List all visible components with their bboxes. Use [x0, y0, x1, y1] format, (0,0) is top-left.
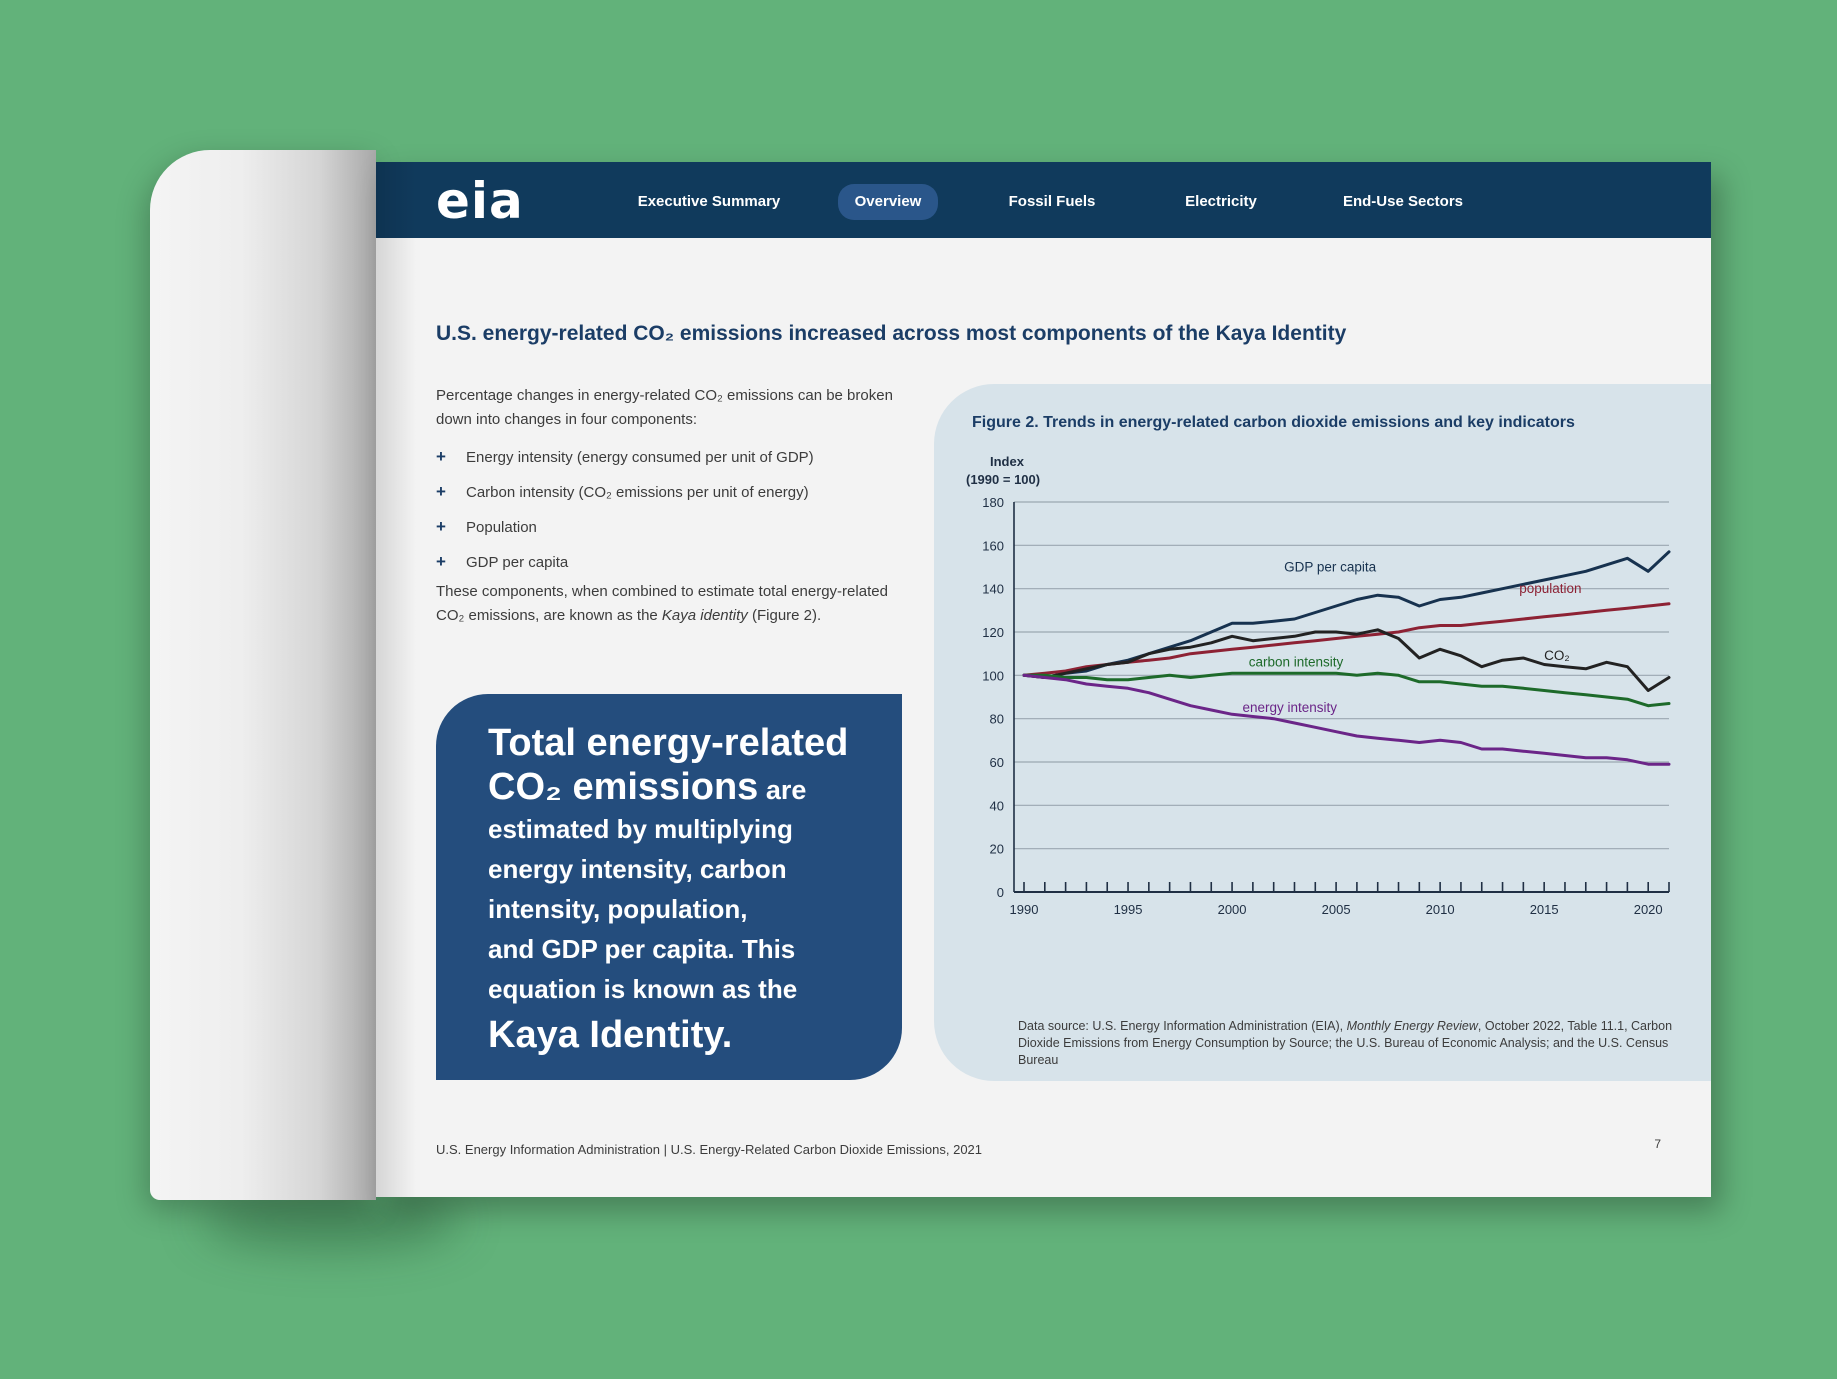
nav-tab-end-use-sectors[interactable]: End-Use Sectors	[1342, 193, 1464, 210]
list-item-text: Energy intensity (energy consumed per un…	[466, 449, 814, 466]
nav-tab-electricity[interactable]: Electricity	[1185, 193, 1257, 210]
series-label: CO₂	[1544, 648, 1570, 663]
figure-reference: (Figure 2).	[747, 607, 822, 624]
kaya-callout-box: Total energy-related CO₂ emissions are e…	[436, 694, 902, 1080]
list-item: + Energy intensity (energy consumed per u…	[436, 439, 906, 474]
callout-line: Kaya Identity.	[488, 1014, 733, 1056]
kaya-paragraph: These components, when combined to estim…	[436, 580, 906, 628]
report-page: eia Executive Summary Overview Fossil Fu…	[376, 162, 1711, 1197]
nav-tab-overview[interactable]: Overview	[838, 184, 938, 220]
series-label: population	[1519, 581, 1581, 596]
plus-icon: +	[436, 447, 446, 466]
x-tick-label: 2010	[1426, 902, 1455, 917]
source-text: Data source: U.S. Energy Information Adm…	[1018, 1019, 1347, 1033]
figure-source: Data source: U.S. Energy Information Adm…	[1018, 1018, 1688, 1069]
list-item-text: Carbon intensity (CO₂ emissions per unit…	[466, 484, 809, 501]
source-publication: Monthly Energy Review	[1346, 1019, 1478, 1033]
page-headline: U.S. energy-related CO₂ emissions increa…	[436, 322, 1347, 345]
plus-icon: +	[436, 552, 446, 571]
callout-emphasis: CO₂ emissions	[488, 766, 759, 808]
intro-paragraph: Percentage changes in energy-related CO₂…	[436, 387, 893, 428]
callout-text: are	[758, 775, 807, 805]
plus-icon: +	[436, 482, 446, 501]
page-gutter-shade	[376, 162, 416, 1197]
plus-icon: +	[436, 517, 446, 536]
y-tick-label: 160	[982, 538, 1004, 553]
x-tick-label: 1995	[1114, 902, 1143, 917]
x-tick-label: 1990	[1010, 902, 1039, 917]
callout-line: Total energy-related	[488, 722, 849, 764]
x-tick-label: 2005	[1322, 902, 1351, 917]
nav-tab-fossil-fuels[interactable]: Fossil Fuels	[1008, 193, 1096, 210]
series-line-gdp-per-capita	[1022, 550, 1671, 679]
y-tick-label: 20	[990, 842, 1004, 857]
y-tick-label: 40	[990, 798, 1004, 813]
nav-tab-executive-summary[interactable]: Executive Summary	[637, 193, 781, 210]
callout-line: and GDP per capita. This	[488, 934, 796, 964]
book-shadow	[200, 1190, 460, 1250]
list-item: + Carbon intensity (CO₂ emissions per uni…	[436, 474, 906, 509]
page-number: 7	[1654, 1137, 1661, 1151]
line-chart: Index (1990 = 100) 0 20 40 60 80 100 120 140 160 18…	[966, 454, 1671, 917]
y-axis-label: (1990 = 100)	[966, 472, 1040, 487]
figure-title: Figure 2. Trends in energy-related carbo…	[972, 414, 1575, 431]
y-tick-label: 180	[982, 495, 1004, 510]
x-tick-label: 2020	[1634, 902, 1663, 917]
top-navigation-bar: eia Executive Summary Overview Fossil Fu…	[376, 162, 1711, 238]
y-tick-label: 140	[982, 582, 1004, 597]
x-tick-label: 2000	[1218, 902, 1247, 917]
callout-line: equation is known as the	[488, 974, 798, 1004]
y-axis-label: Index	[990, 454, 1025, 469]
curled-left-page	[150, 150, 376, 1200]
callout-line: energy intensity, carbon	[488, 854, 787, 884]
x-tick-label: 2015	[1530, 902, 1559, 917]
kaya-component-list: + Energy intensity (energy consumed per u…	[436, 439, 906, 579]
nav-menu: Executive Summary Overview Fossil Fuels …	[376, 162, 1711, 238]
y-tick-label: 0	[997, 885, 1004, 900]
y-tick-label: 60	[990, 755, 1004, 770]
series-label: energy intensity	[1242, 700, 1337, 715]
y-tick-label: 120	[982, 625, 1004, 640]
callout-line: estimated by multiplying	[488, 814, 793, 844]
list-item: + Population	[436, 509, 906, 544]
kaya-paragraph-text: These components, when combined to estim…	[436, 583, 888, 624]
series-line-carbon-intensity	[1022, 671, 1671, 708]
y-tick-label: 100	[982, 668, 1004, 683]
list-item-text: GDP per capita	[466, 554, 569, 571]
callout-line: CO₂ emissions are	[488, 766, 806, 809]
series-label: carbon intensity	[1249, 655, 1344, 670]
kaya-identity-emphasis: Kaya identity	[661, 607, 748, 624]
series-label: GDP per capita	[1284, 559, 1377, 574]
series-line-co-	[1022, 628, 1671, 692]
page-footer: U.S. Energy Information Administration |…	[436, 1142, 983, 1157]
figure-panel: Figure 2. Trends in energy-related carbo…	[934, 384, 1711, 1081]
eia-logo[interactable]: eia	[436, 172, 524, 230]
series-line-energy-intensity	[1022, 673, 1671, 766]
y-tick-label: 80	[990, 712, 1004, 727]
source-text: , October 2022, Table 11.1, Carbon Dioxi…	[1018, 1019, 1673, 1067]
callout-line: intensity, population,	[488, 894, 748, 924]
list-item-text: Population	[466, 519, 537, 536]
list-item: + GDP per capita	[436, 544, 906, 579]
